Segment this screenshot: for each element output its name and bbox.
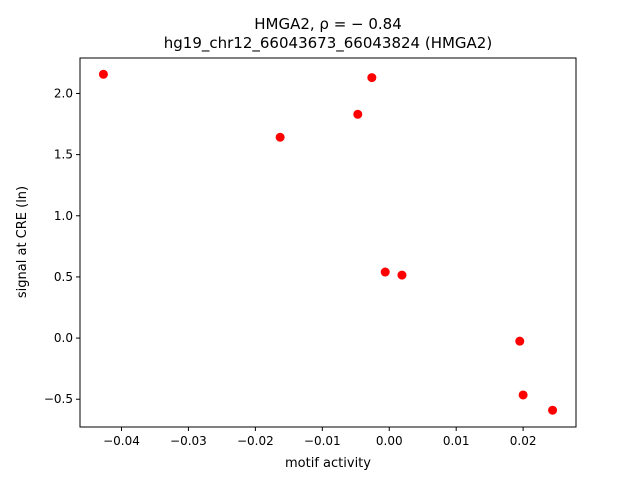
data-point bbox=[518, 390, 528, 400]
chart-title-line1: HMGA2, ρ = − 0.84 bbox=[254, 15, 402, 33]
data-point bbox=[367, 73, 377, 83]
y-tick-label: 1.0 bbox=[54, 209, 73, 223]
x-tick-label: −0.04 bbox=[103, 434, 140, 448]
data-point bbox=[380, 267, 390, 277]
x-axis-label: motif activity bbox=[285, 456, 371, 471]
y-axis-label: signal at CRE (ln) bbox=[15, 186, 30, 298]
data-point bbox=[275, 132, 285, 142]
x-tick-label: 0.01 bbox=[443, 434, 470, 448]
data-point bbox=[548, 405, 558, 415]
y-tick-label: 2.0 bbox=[54, 86, 73, 100]
y-tick-label: 0.0 bbox=[54, 331, 73, 345]
y-tick-label: 1.5 bbox=[54, 148, 73, 162]
x-tick-label: −0.01 bbox=[304, 434, 341, 448]
data-point bbox=[353, 109, 363, 119]
plot-frame bbox=[79, 57, 577, 428]
x-tick-label: 0.02 bbox=[510, 434, 537, 448]
chart-title-line2: hg19_chr12_66043673_66043824 (HMGA2) bbox=[164, 34, 492, 53]
data-point bbox=[397, 270, 407, 280]
data-point bbox=[98, 69, 108, 79]
y-tick-label: 0.5 bbox=[54, 270, 73, 284]
x-tick-label: 0.00 bbox=[376, 434, 403, 448]
data-point bbox=[515, 336, 525, 346]
x-tick-label: −0.03 bbox=[170, 434, 207, 448]
x-tick-label: −0.02 bbox=[237, 434, 274, 448]
y-tick-label: −0.5 bbox=[44, 392, 73, 406]
